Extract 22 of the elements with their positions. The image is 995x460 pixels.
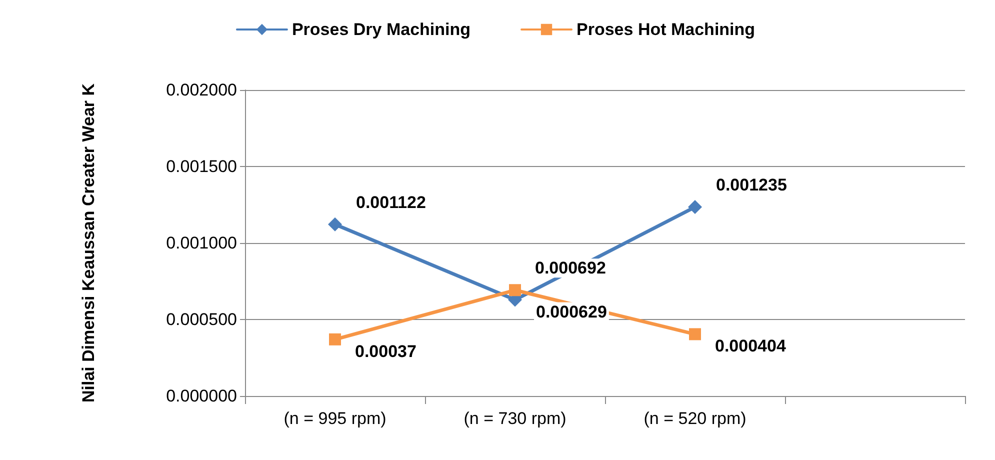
x-tick-label: (n = 520 rpm): [644, 409, 746, 428]
y-tick-label: 0.001000: [166, 234, 237, 252]
x-tick-label: (n = 730 rpm): [464, 409, 566, 428]
point: [689, 328, 701, 340]
data-label: 0.00037: [355, 342, 416, 361]
data-label: 0.000629: [536, 302, 607, 322]
y-tick-label: 0.001500: [166, 157, 237, 176]
point: [688, 200, 702, 214]
data-label: 0.001122: [356, 192, 426, 212]
y-axis-title: Nilai Dimensi Keaussan Creater Wear K: [79, 82, 98, 403]
point: [329, 333, 341, 346]
point: [328, 217, 342, 232]
data-label: 0.001235: [716, 176, 787, 195]
y-tick-label: 0.000500: [166, 310, 237, 329]
data-label: 0.000404: [715, 336, 786, 356]
data-label: 0.000692: [535, 258, 606, 278]
point: [509, 284, 521, 296]
x-tick-label: (n = 995 rpm): [284, 409, 386, 428]
legend-label: Proses Hot Machining: [576, 20, 756, 39]
y-tick-label: 0.000000: [166, 386, 237, 406]
y-tick-label: 0.002000: [166, 80, 237, 100]
legend-label: Proses Dry Machining: [292, 20, 471, 39]
